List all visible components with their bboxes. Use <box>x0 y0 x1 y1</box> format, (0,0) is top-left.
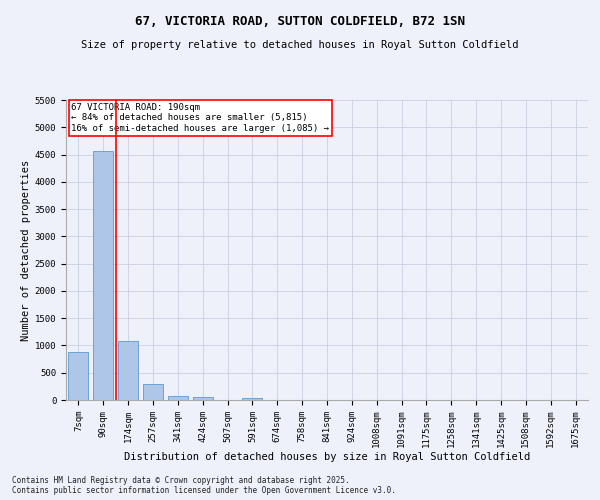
Bar <box>118 342 138 400</box>
Bar <box>94 152 113 400</box>
Bar <box>168 396 188 400</box>
Text: 67 VICTORIA ROAD: 190sqm
← 84% of detached houses are smaller (5,815)
16% of sem: 67 VICTORIA ROAD: 190sqm ← 84% of detach… <box>71 103 329 133</box>
Y-axis label: Number of detached properties: Number of detached properties <box>20 160 31 340</box>
Text: 67, VICTORIA ROAD, SUTTON COLDFIELD, B72 1SN: 67, VICTORIA ROAD, SUTTON COLDFIELD, B72… <box>135 15 465 28</box>
Bar <box>143 384 163 400</box>
Text: Size of property relative to detached houses in Royal Sutton Coldfield: Size of property relative to detached ho… <box>81 40 519 50</box>
Bar <box>242 398 262 400</box>
Text: Contains HM Land Registry data © Crown copyright and database right 2025.
Contai: Contains HM Land Registry data © Crown c… <box>12 476 396 495</box>
Bar <box>193 398 212 400</box>
X-axis label: Distribution of detached houses by size in Royal Sutton Coldfield: Distribution of detached houses by size … <box>124 452 530 462</box>
Bar <box>68 352 88 400</box>
